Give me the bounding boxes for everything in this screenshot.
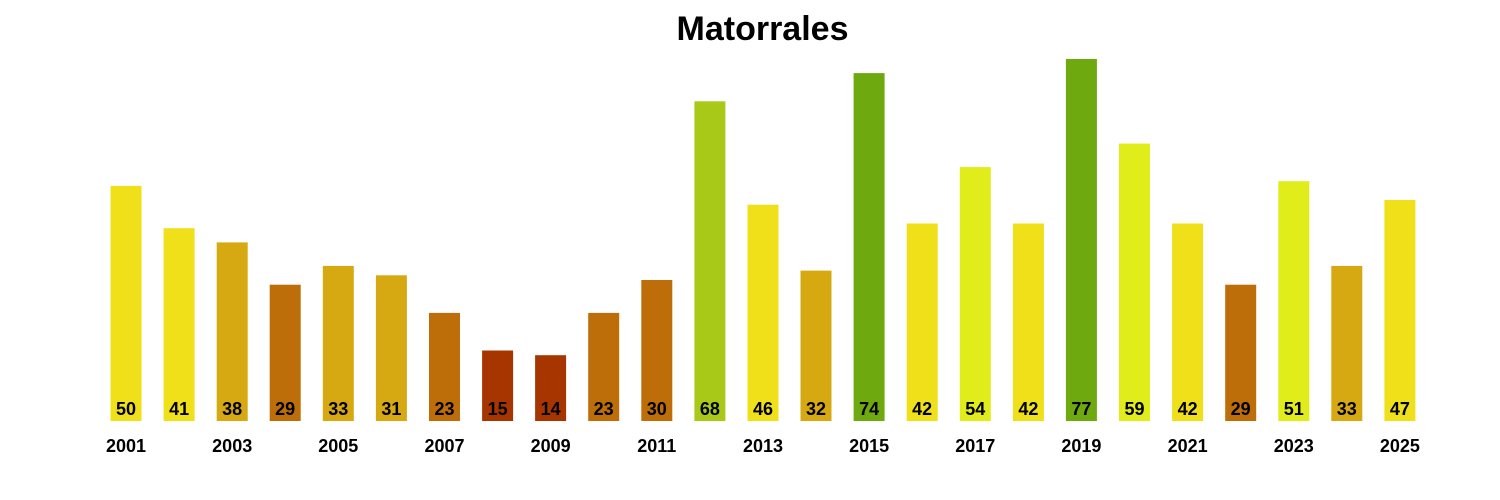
- value-label-2010: 23: [594, 399, 614, 419]
- value-label-2025: 47: [1390, 399, 1410, 419]
- bar-2018: [1012, 223, 1044, 421]
- bars-group: [110, 59, 1416, 422]
- bar-2009: [535, 355, 567, 421]
- bar-2025: [1384, 200, 1416, 421]
- value-label-2016: 42: [912, 399, 932, 419]
- bar-2023: [1278, 181, 1310, 421]
- x-tick-label-2021: 2021: [1168, 436, 1208, 456]
- bar-2007: [429, 312, 460, 421]
- value-label-2014: 32: [806, 399, 826, 419]
- x-tick-label-2007: 2007: [424, 436, 464, 456]
- value-label-2007: 23: [434, 399, 454, 419]
- chart-title: Matorrales: [676, 10, 849, 48]
- x-tick-label-2009: 2009: [531, 436, 571, 456]
- value-label-2006: 31: [381, 399, 401, 419]
- value-label-2005: 33: [328, 399, 348, 419]
- bar-2013: [747, 204, 779, 421]
- bar-2008: [482, 350, 514, 421]
- value-label-2022: 29: [1231, 399, 1251, 419]
- value-label-2003: 38: [222, 399, 242, 419]
- value-label-2021: 42: [1178, 399, 1198, 419]
- value-label-2009: 14: [541, 399, 561, 419]
- value-label-2012: 68: [700, 399, 720, 419]
- value-label-2013: 46: [753, 399, 773, 419]
- bar-2005: [322, 265, 354, 421]
- x-tick-label-2019: 2019: [1061, 436, 1101, 456]
- value-label-2024: 33: [1337, 399, 1357, 419]
- x-tick-label-2023: 2023: [1274, 436, 1314, 456]
- bar-2004: [269, 284, 301, 421]
- bar-2010: [588, 312, 620, 421]
- bar-2016: [906, 223, 938, 421]
- bar-2014: [800, 270, 832, 421]
- x-tick-label-2025: 2025: [1380, 436, 1420, 456]
- bar-2017: [959, 167, 991, 421]
- x-tick-label-2005: 2005: [318, 436, 358, 456]
- bar-2003: [216, 242, 248, 421]
- bar-2015: [853, 73, 885, 421]
- bar-2024: [1331, 265, 1363, 421]
- value-label-2008: 15: [488, 399, 508, 419]
- value-label-2019: 77: [1071, 399, 1091, 419]
- x-tick-label-2017: 2017: [955, 436, 995, 456]
- value-label-2011: 30: [647, 399, 667, 419]
- bar-2006: [375, 275, 407, 421]
- x-tick-label-2011: 2011: [637, 436, 676, 456]
- bar-2022: [1225, 284, 1257, 421]
- bar-2001: [110, 185, 142, 421]
- bar-2002: [163, 228, 195, 421]
- value-label-2018: 42: [1018, 399, 1038, 419]
- x-tick-labels-group: 2001 2003 2005 2007 2009 2011 2013 2015 2017 2019…: [106, 436, 1420, 456]
- value-label-2017: 54: [965, 399, 985, 419]
- bar-2020: [1119, 143, 1150, 421]
- value-label-2001: 50: [116, 399, 136, 419]
- value-label-2002: 41: [169, 399, 189, 419]
- value-labels-group: 50 41 38 29 33 31 23 15 14 23 30 68 46 32 74 42 54 42 77 59…: [116, 399, 1410, 419]
- value-label-2004: 29: [275, 399, 295, 419]
- x-tick-label-2001: 2001: [106, 436, 146, 456]
- bar-2021: [1172, 223, 1204, 421]
- value-label-2015: 74: [859, 399, 879, 419]
- bar-2019: [1065, 59, 1097, 421]
- value-label-2020: 59: [1124, 399, 1144, 419]
- x-tick-label-2003: 2003: [212, 436, 252, 456]
- bar-2011: [641, 280, 673, 421]
- x-tick-label-2015: 2015: [849, 436, 889, 456]
- value-label-2023: 51: [1284, 399, 1304, 419]
- x-tick-label-2013: 2013: [743, 436, 783, 456]
- bar-2012: [694, 101, 726, 422]
